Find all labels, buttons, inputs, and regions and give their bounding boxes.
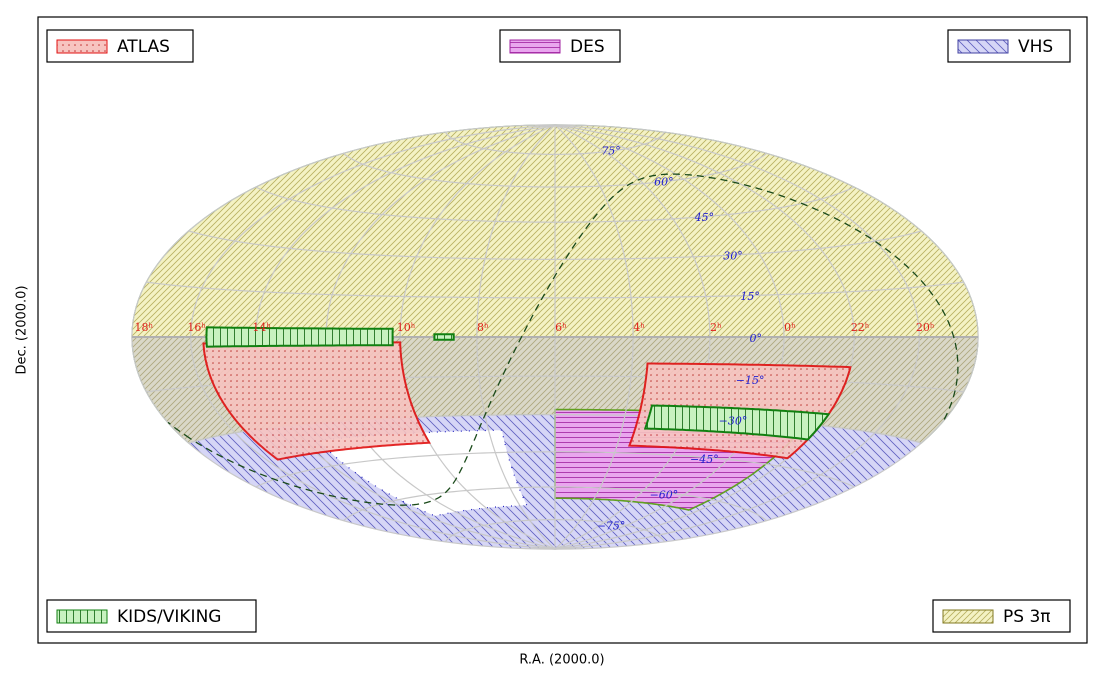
dec-label: 75° — [601, 145, 621, 158]
ra-label: 6ʰ — [555, 321, 567, 334]
ra-label: 2ʰ — [710, 321, 722, 334]
ra-label: 4ʰ — [633, 321, 645, 334]
legend-swatch — [942, 609, 994, 624]
legend-label: DES — [570, 37, 605, 57]
dec-label: 15° — [740, 290, 760, 303]
x-axis-label: R.A. (2000.0) — [519, 653, 604, 668]
ra-label: 22ʰ — [851, 321, 870, 334]
legend-swatch — [56, 39, 108, 54]
dec-label: 60° — [654, 175, 674, 188]
dec-label: −15° — [736, 374, 765, 387]
legend-label: KIDS/VIKING — [117, 607, 221, 627]
legend-swatch — [957, 39, 1009, 54]
ra-label: 20ʰ — [916, 321, 935, 334]
dec-label: −45° — [690, 453, 719, 466]
dec-label: −30° — [719, 415, 748, 428]
legend-label: ATLAS — [117, 37, 170, 57]
ra-label: 14ʰ — [252, 321, 271, 334]
galactic-plane — [167, 173, 959, 506]
ra-label: 18ʰ — [134, 321, 153, 334]
frame — [37, 16, 1088, 644]
kids-south — [643, 404, 831, 441]
legend-swatch — [56, 609, 108, 624]
legend-swatch — [509, 39, 561, 54]
kids-small — [433, 333, 455, 341]
ra-grid-line — [131, 124, 556, 550]
dec-label: 0° — [750, 332, 763, 345]
ra-label: 0ʰ — [784, 321, 796, 334]
dec-label: 45° — [694, 211, 715, 224]
vhs-gap — [317, 429, 528, 517]
sky: 18ʰ 16ʰ 14ʰ 10ʰ 8ʰ 6ʰ 4ʰ 2ʰ 0ʰ 22ʰ 20ʰ 75° 60° 45° 30°… — [131, 124, 979, 550]
legend: ATLAS DES VHS KIDS/VIKING PS 3π — [46, 29, 1071, 633]
legend-label: VHS — [1018, 37, 1053, 57]
legend-box — [932, 599, 1071, 633]
dec-label: −60° — [650, 489, 679, 502]
dec-label: 30° — [723, 249, 743, 262]
ra-label: 8ʰ — [477, 321, 489, 334]
ra-grid-line — [554, 124, 979, 550]
legend-label: PS 3π — [1003, 607, 1051, 627]
dec-label: −75° — [597, 519, 626, 532]
kids-north — [205, 326, 394, 348]
ra-label: 10ʰ — [397, 321, 416, 334]
y-axis-label: Dec. (2000.0) — [15, 285, 30, 374]
ra-label: 16ʰ — [187, 321, 206, 334]
